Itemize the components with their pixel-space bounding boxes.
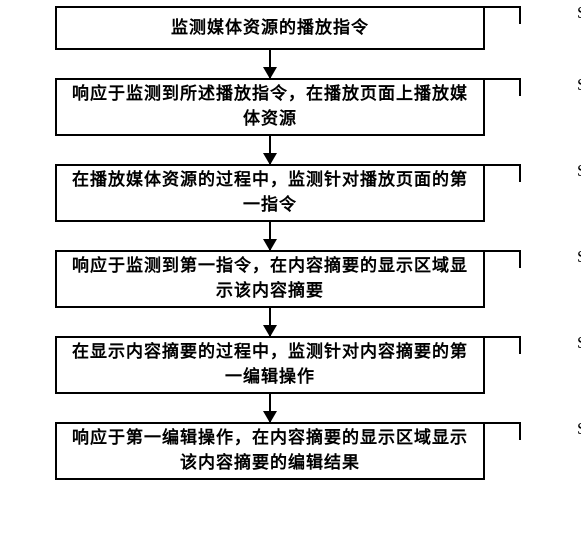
label-connector — [485, 336, 521, 354]
connector-arrow — [269, 394, 271, 422]
step-text: 在播放媒体资源的过程中，监测针对播放页面的第一指令 — [69, 168, 471, 217]
label-connector — [485, 78, 521, 96]
label-connector — [485, 6, 521, 24]
step-label-s460: S460 — [577, 419, 581, 439]
step-label-s430: S430 — [577, 161, 581, 181]
step-box-s420: 响应于监测到所述播放指令，在播放页面上播放媒体资源 — [55, 78, 485, 136]
step-box-s460: 响应于第一编辑操作，在内容摘要的显示区域显示该内容摘要的编辑结果 — [55, 422, 485, 480]
connector-arrow — [269, 136, 271, 164]
label-connector — [485, 422, 521, 440]
step-label-s420: S420 — [577, 75, 581, 95]
step-text: 监测媒体资源的播放指令 — [171, 16, 369, 41]
label-connector — [485, 164, 521, 182]
step-label-s440: S440 — [577, 247, 581, 267]
step-text: 在显示内容摘要的过程中，监测针对内容摘要的第一编辑操作 — [69, 340, 471, 389]
step-box-s450: 在显示内容摘要的过程中，监测针对内容摘要的第一编辑操作 — [55, 336, 485, 394]
step-label-s450: S450 — [577, 333, 581, 353]
step-box-s430: 在播放媒体资源的过程中，监测针对播放页面的第一指令 — [55, 164, 485, 222]
step-text: 响应于监测到第一指令，在内容摘要的显示区域显示该内容摘要 — [69, 254, 471, 303]
flowchart-container: 监测媒体资源的播放指令 S410 响应于监测到所述播放指令，在播放页面上播放媒体… — [55, 6, 485, 480]
label-connector — [485, 250, 521, 268]
step-label-s410: S410 — [577, 3, 581, 23]
step-text: 响应于第一编辑操作，在内容摘要的显示区域显示该内容摘要的编辑结果 — [69, 426, 471, 475]
step-text: 响应于监测到所述播放指令，在播放页面上播放媒体资源 — [69, 82, 471, 131]
step-box-s410: 监测媒体资源的播放指令 — [55, 6, 485, 50]
connector-arrow — [269, 50, 271, 78]
connector-arrow — [269, 308, 271, 336]
connector-arrow — [269, 222, 271, 250]
step-box-s440: 响应于监测到第一指令，在内容摘要的显示区域显示该内容摘要 — [55, 250, 485, 308]
